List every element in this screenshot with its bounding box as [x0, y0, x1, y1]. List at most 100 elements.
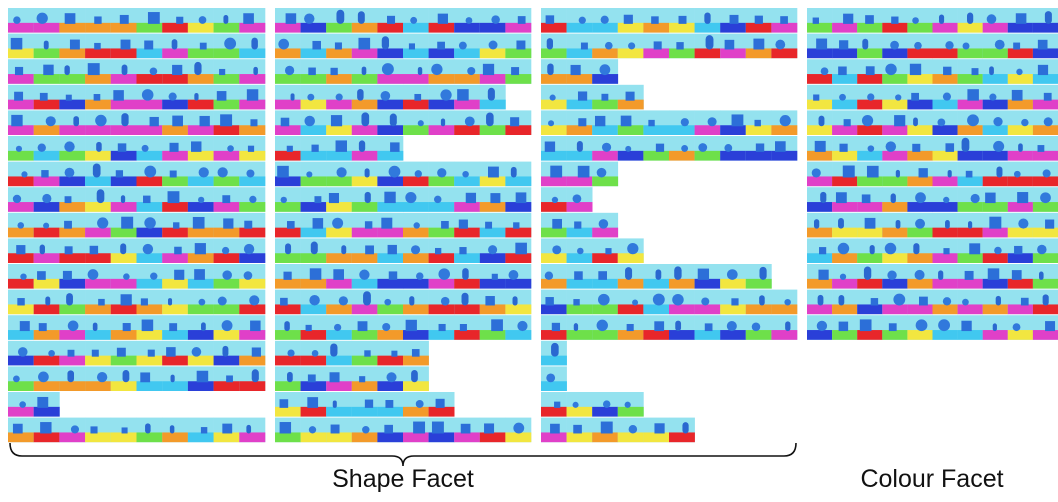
- thumbnail: [59, 187, 85, 212]
- floor: [669, 125, 695, 135]
- cube: [550, 424, 560, 434]
- floor: [326, 304, 352, 314]
- cube: [485, 296, 494, 305]
- floor: [275, 23, 301, 33]
- cube: [816, 39, 827, 50]
- thumbnail: [454, 34, 480, 59]
- sphere: [488, 245, 497, 254]
- floor: [188, 381, 214, 391]
- cube: [571, 65, 581, 75]
- thumbnail: [958, 34, 983, 59]
- cube: [148, 12, 160, 24]
- thumbnail: [377, 34, 403, 59]
- thumbnail: [480, 418, 506, 443]
- floor: [34, 356, 60, 366]
- cube: [511, 67, 519, 75]
- floor: [933, 304, 958, 314]
- cylinder: [862, 39, 868, 50]
- cube: [865, 15, 874, 24]
- thumbnail: [275, 264, 301, 289]
- floor: [377, 48, 403, 58]
- floor: [958, 176, 983, 186]
- sphere: [914, 42, 922, 50]
- sphere: [389, 166, 401, 178]
- floor: [275, 48, 301, 58]
- thumbnail: [958, 110, 983, 135]
- thumbnail: [137, 213, 163, 238]
- floor: [111, 125, 137, 135]
- thumbnail: [137, 238, 163, 263]
- thumbnail: [275, 8, 301, 33]
- thumbnail: [162, 366, 188, 391]
- cube: [385, 400, 393, 408]
- cube: [13, 424, 23, 434]
- floor: [807, 279, 832, 289]
- sphere: [600, 64, 611, 75]
- floor: [214, 304, 240, 314]
- thumbnail: [8, 136, 34, 161]
- sphere: [839, 94, 846, 101]
- thumbnail: [162, 341, 188, 366]
- thumbnail: [505, 187, 531, 212]
- floor: [188, 279, 214, 289]
- sphere: [410, 17, 417, 24]
- floor: [326, 23, 352, 33]
- thumbnail: [983, 187, 1008, 212]
- cube: [839, 40, 848, 49]
- thumbnail: [275, 136, 301, 161]
- thumbnail: [429, 59, 455, 84]
- floor: [480, 74, 506, 84]
- sphere: [701, 297, 709, 305]
- thumbnail: [857, 187, 882, 212]
- floor: [807, 125, 832, 135]
- thumbnail: [34, 34, 60, 59]
- cube: [780, 16, 788, 24]
- thumbnail: [857, 238, 882, 263]
- floor: [34, 432, 60, 442]
- thumbnail: [454, 213, 480, 238]
- thumbnail: [214, 238, 240, 263]
- sphere: [840, 274, 846, 280]
- thumbnail-grids: [8, 8, 1058, 442]
- thumbnail: [857, 162, 882, 187]
- cube: [39, 323, 47, 331]
- cylinder: [1045, 11, 1052, 24]
- shape-facet-label: Shape Facet: [332, 465, 474, 493]
- sphere: [97, 217, 108, 228]
- sphere: [943, 93, 951, 101]
- cube: [170, 171, 177, 178]
- floor: [1008, 151, 1033, 161]
- floor: [480, 432, 506, 442]
- floor: [239, 202, 265, 212]
- floor: [618, 330, 644, 340]
- thumbnail: [567, 187, 593, 212]
- thumbnail: [1033, 213, 1058, 238]
- floor: [8, 356, 34, 366]
- thumbnail: [59, 341, 85, 366]
- thumbnail: [567, 315, 593, 340]
- thumbnail: [214, 136, 240, 161]
- floor: [882, 74, 907, 84]
- thumbnail: [454, 85, 480, 110]
- thumbnail: [643, 136, 669, 161]
- floor: [326, 74, 352, 84]
- thumbnail: [85, 213, 111, 238]
- thumbnail: [807, 59, 832, 84]
- floor: [1033, 330, 1058, 340]
- floor: [480, 202, 506, 212]
- sphere: [489, 41, 498, 50]
- thumbnail: [59, 366, 85, 391]
- cube: [312, 41, 321, 50]
- thumbnail: [933, 34, 958, 59]
- sphere: [307, 94, 314, 101]
- sphere: [95, 115, 106, 126]
- thumbnail: [275, 34, 301, 59]
- cube: [1044, 93, 1052, 101]
- floor: [352, 74, 378, 84]
- cube: [457, 89, 469, 101]
- floor: [933, 202, 958, 212]
- thumbnail: [618, 290, 644, 315]
- thumbnail: [326, 264, 352, 289]
- cube: [574, 221, 581, 228]
- floor: [8, 23, 34, 33]
